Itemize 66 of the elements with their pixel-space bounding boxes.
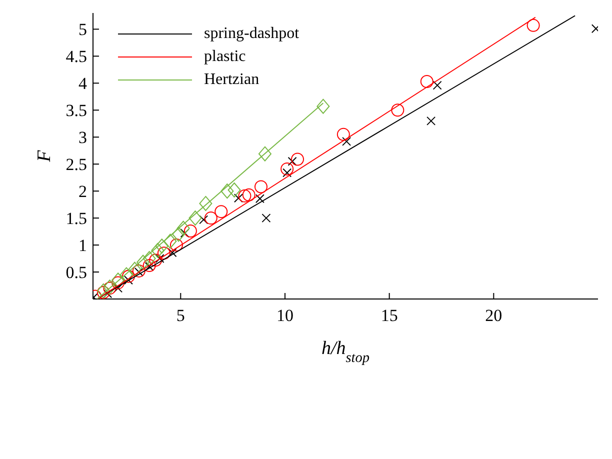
point bbox=[432, 80, 442, 90]
x-tick-label: 5 bbox=[176, 306, 185, 326]
point bbox=[168, 248, 177, 258]
y-tick-label: 1 bbox=[78, 236, 87, 256]
point bbox=[184, 224, 197, 238]
y-tick-label: 1.5 bbox=[66, 209, 87, 228]
point bbox=[420, 75, 434, 88]
point bbox=[128, 262, 142, 277]
point bbox=[336, 128, 350, 141]
point bbox=[238, 189, 252, 202]
point bbox=[280, 162, 294, 176]
point bbox=[214, 205, 228, 218]
point bbox=[149, 254, 162, 267]
point bbox=[199, 215, 208, 224]
x-tick-label: 10 bbox=[276, 306, 294, 326]
y-tick-label: 5 bbox=[78, 20, 87, 40]
point bbox=[176, 220, 190, 236]
point bbox=[170, 238, 183, 252]
point bbox=[262, 214, 271, 223]
point bbox=[122, 270, 135, 283]
point bbox=[151, 242, 164, 258]
point bbox=[342, 136, 352, 146]
point bbox=[258, 146, 272, 162]
point bbox=[199, 196, 212, 211]
point bbox=[234, 194, 243, 203]
point bbox=[96, 286, 110, 299]
point bbox=[242, 188, 256, 202]
x-tick-label: 15 bbox=[380, 306, 398, 326]
point bbox=[426, 116, 436, 126]
point bbox=[188, 210, 202, 226]
legend-label: plastic bbox=[204, 48, 246, 66]
point bbox=[172, 226, 186, 242]
y-tick-label: 2 bbox=[78, 182, 87, 202]
y-tick-label: 4 bbox=[78, 74, 88, 94]
point bbox=[526, 18, 540, 32]
point bbox=[136, 254, 150, 270]
point bbox=[157, 246, 170, 260]
y-tick-label: 3.5 bbox=[66, 101, 87, 120]
point bbox=[142, 259, 156, 272]
point bbox=[204, 212, 218, 225]
point bbox=[391, 104, 404, 117]
legend-label: Hertzian bbox=[204, 70, 260, 88]
point bbox=[254, 180, 268, 194]
point bbox=[228, 182, 241, 198]
point bbox=[255, 194, 264, 204]
point bbox=[142, 251, 156, 266]
y-tick-label: 2.5 bbox=[66, 155, 87, 174]
x-tick-label: 20 bbox=[485, 306, 502, 326]
y-axis-title: F bbox=[34, 150, 55, 163]
point bbox=[96, 283, 110, 298]
point bbox=[316, 98, 330, 114]
y-tick-label: 0.5 bbox=[66, 263, 87, 282]
y-tick-label: 3 bbox=[78, 128, 87, 148]
point bbox=[114, 284, 123, 293]
point bbox=[112, 272, 125, 288]
point bbox=[220, 184, 234, 199]
point bbox=[132, 264, 146, 278]
point bbox=[291, 152, 304, 166]
point bbox=[155, 238, 168, 254]
legend-label: spring-dashpot bbox=[204, 24, 300, 42]
point bbox=[112, 276, 125, 290]
y-tick-label: 4.5 bbox=[66, 47, 87, 66]
x-axis-title: h/h$_{stop}$ bbox=[321, 338, 370, 366]
point bbox=[164, 234, 177, 249]
point bbox=[288, 156, 297, 166]
point bbox=[120, 267, 133, 282]
